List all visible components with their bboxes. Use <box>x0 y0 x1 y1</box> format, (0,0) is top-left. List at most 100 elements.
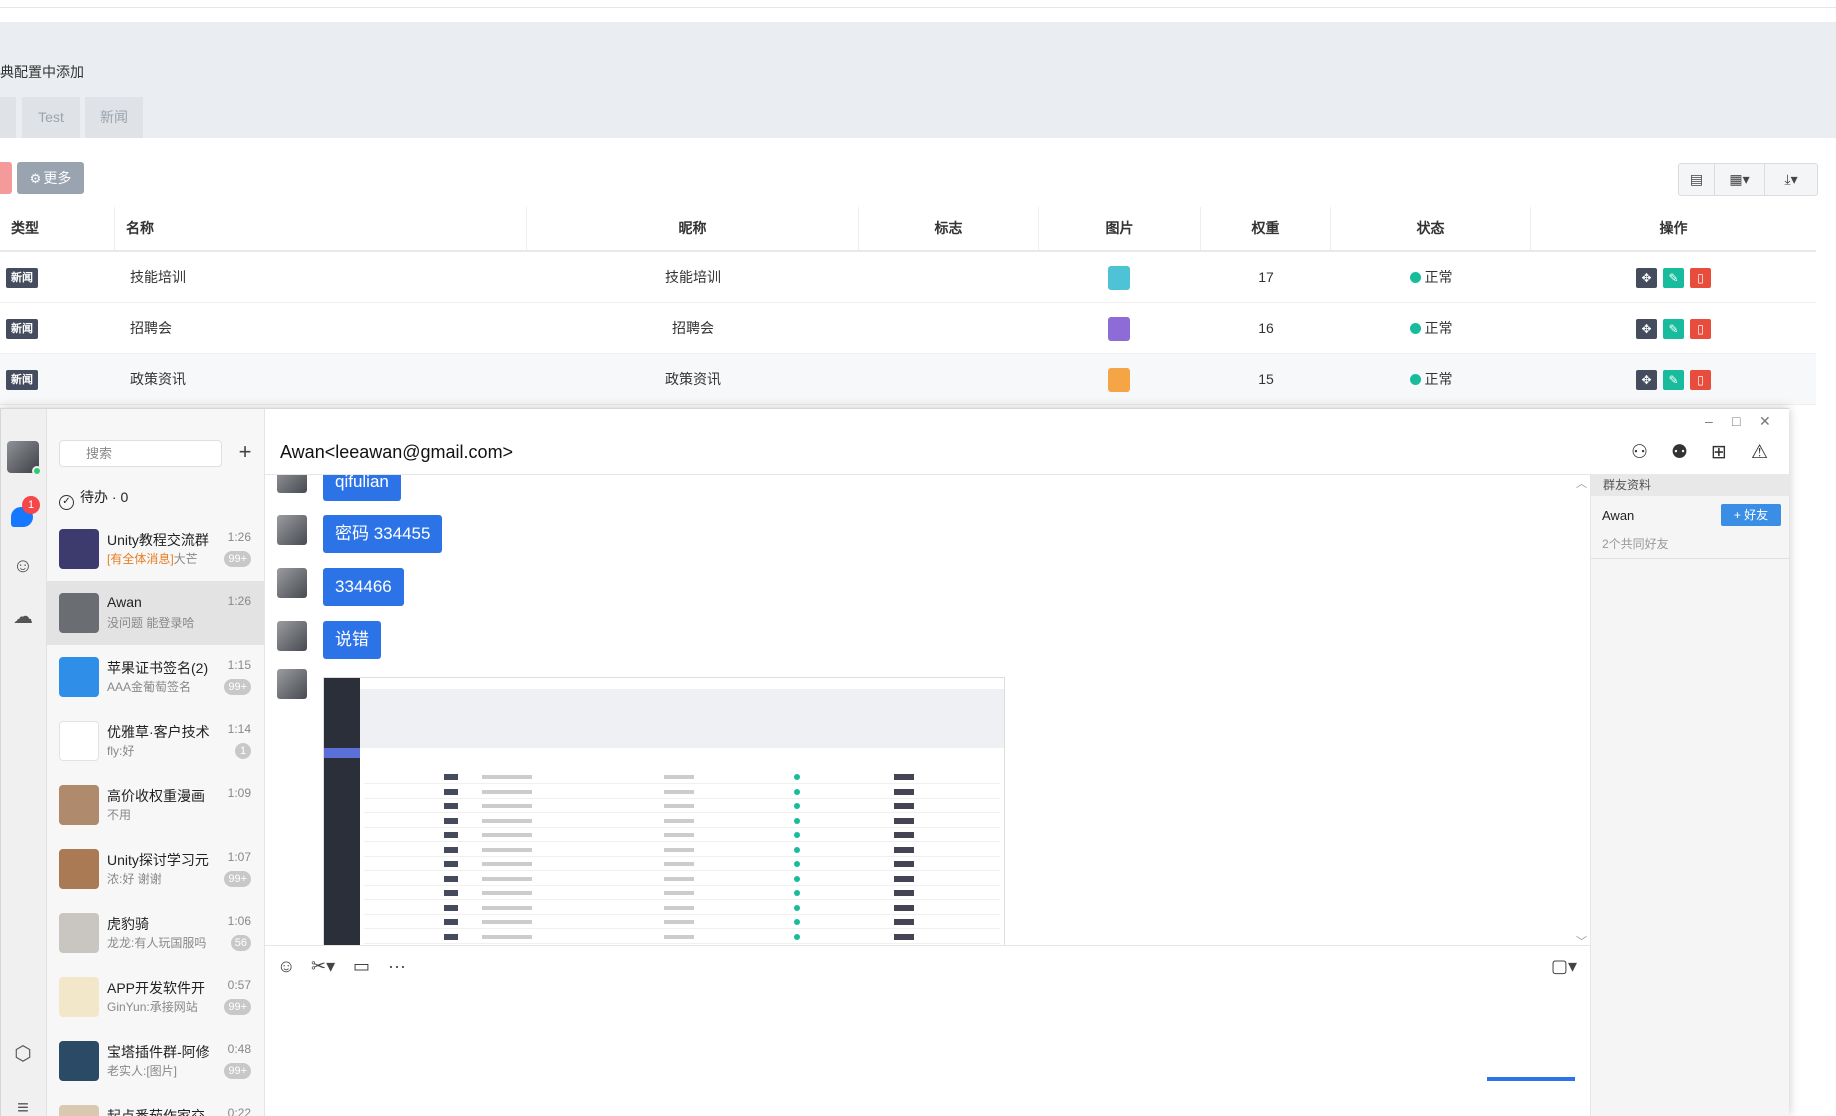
scroll-down-icon[interactable]: ﹀ <box>1576 936 1587 948</box>
image-icon[interactable]: ▭ <box>353 956 371 976</box>
more-button[interactable]: ⚙ 更多 <box>17 162 84 194</box>
conversation-preview: fly:好 <box>107 744 135 758</box>
cloud-icon[interactable]: ☁ <box>13 606 33 628</box>
message-bubble[interactable]: 334466 <box>323 568 404 606</box>
conversation-item[interactable]: 苹果证书签名(2) AAA金葡萄签名 1:15 99+ <box>47 645 264 709</box>
maximize-icon[interactable]: □ <box>1732 413 1741 429</box>
cell-name: 技能培训 <box>130 269 186 285</box>
member-panel: 群友资料 Awan + 好友 2个共同好友 <box>1590 474 1790 1116</box>
export-dropdown[interactable]: ⤓▾ <box>1784 171 1798 187</box>
tab-test[interactable]: Test <box>22 97 80 138</box>
table-header: 类型 名称 昵称 标志 图片 权重 状态 操作 <box>0 207 1816 252</box>
conversation-item[interactable]: 虎豹骑 龙龙:有人玩国服吗 1:06 56 <box>47 901 264 965</box>
check-icon: ✓ <box>59 495 74 510</box>
col-flag[interactable]: 标志 <box>859 207 1039 250</box>
conversation-item[interactable]: 高价收权重漫画 不用 1:09 <box>47 773 264 837</box>
edit-button[interactable]: ✎ <box>1663 268 1684 288</box>
tab-news[interactable]: 新闻 <box>85 97 143 138</box>
thumbnail-row <box>364 915 1000 929</box>
add-icon[interactable]: + <box>238 439 252 464</box>
close-icon[interactable]: ✕ <box>1759 413 1771 429</box>
delete-button[interactable] <box>0 162 12 194</box>
nav-rail: 1 ☺ ☁ ⬡ ≡ <box>1 409 47 1116</box>
move-button[interactable]: ✥ <box>1636 370 1657 390</box>
unread-count: 99+ <box>224 871 251 887</box>
cell-image[interactable] <box>1108 368 1130 392</box>
table-row[interactable]: 新闻 技能培训 技能培训 17 正常 ✥ ✎ ▯ <box>0 252 1816 303</box>
new-window-icon[interactable]: ⊞ <box>1711 442 1727 463</box>
conversation-item[interactable]: APP开发软件开 GinYun:承接网站 0:57 99+ <box>47 965 264 1029</box>
thumbnail-row <box>364 872 1000 886</box>
conversation-time: 0:22 <box>227 1106 251 1116</box>
add-member-icon[interactable]: ⚇ <box>1631 442 1649 463</box>
contacts-icon[interactable]: ☺ <box>12 555 34 577</box>
more-icon[interactable]: ··· <box>388 956 406 976</box>
conversation-name: Unity探讨学习元 <box>107 852 209 868</box>
todo-item[interactable]: ✓ 待办 · 0 <box>59 487 128 510</box>
send-button[interactable] <box>1487 1077 1575 1081</box>
cube-icon[interactable]: ⬡ <box>14 1043 32 1065</box>
columns-dropdown[interactable]: ▦▾ <box>1715 164 1765 195</box>
col-status[interactable]: 状态 <box>1331 207 1531 250</box>
col-nickname[interactable]: 昵称 <box>527 207 859 250</box>
panel-title: 群友资料 <box>1591 474 1790 496</box>
sender-avatar[interactable] <box>277 669 307 699</box>
search-input[interactable]: 搜索 <box>59 440 222 467</box>
status-badge: 正常 <box>1331 354 1531 405</box>
conversation-item[interactable]: Unity探讨学习元 浓:好 谢谢 1:07 99+ <box>47 837 264 901</box>
delete-row-button[interactable]: ▯ <box>1690 370 1711 390</box>
self-avatar[interactable] <box>7 441 42 476</box>
toggle-view-button[interactable]: ▤ <box>1679 164 1715 195</box>
message-bubble[interactable]: 密码 334455 <box>323 515 443 553</box>
gear-icon: ⚙ <box>29 171 42 186</box>
table-toolbar: ▤ ▦▾ ⤓▾ <box>1678 163 1818 196</box>
conversation-preview: 浓:好 谢谢 <box>107 872 162 886</box>
conversation-time: 1:15 <box>227 658 251 672</box>
conversation-item[interactable]: Unity教程交流群 [有全体消息]大芒 1:26 99+ <box>47 517 264 581</box>
cell-image[interactable] <box>1108 317 1130 341</box>
chat-history-icon[interactable]: ▢▾ <box>1551 956 1578 976</box>
conversation-name: 苹果证书签名(2) <box>107 660 209 676</box>
message-bubble[interactable]: 说错 <box>323 621 381 659</box>
minimize-icon[interactable]: – <box>1705 413 1713 429</box>
message-bubble[interactable]: qifulian <box>323 475 401 501</box>
report-icon[interactable]: ⚠ <box>1751 442 1769 463</box>
sender-avatar[interactable] <box>277 621 307 651</box>
profile-icon[interactable]: ⚉ <box>1671 442 1689 463</box>
conversation-item[interactable]: 优雅草·客户技术 fly:好 1:14 1 <box>47 709 264 773</box>
col-weight[interactable]: 权重 <box>1201 207 1331 250</box>
col-image[interactable]: 图片 <box>1039 207 1201 250</box>
move-button[interactable]: ✥ <box>1636 319 1657 339</box>
sender-avatar[interactable] <box>277 475 307 493</box>
delete-row-button[interactable]: ▯ <box>1690 268 1711 288</box>
col-type[interactable]: 类型 <box>0 207 115 250</box>
chat-title: Awan<leeawan@gmail.com> <box>280 442 514 462</box>
conversation-item[interactable]: 宝塔插件群-阿修 老实人:[图片] 0:48 99+ <box>47 1029 264 1093</box>
conversation-preview: 龙龙:有人玩国服吗 <box>107 936 207 950</box>
input-area[interactable]: ☺ ✂▾ ▭ ··· ▢▾ <box>265 945 1590 1116</box>
menu-icon[interactable]: ≡ <box>17 1097 29 1116</box>
tab-partial[interactable] <box>0 97 16 138</box>
thumbnail-row <box>364 770 1000 784</box>
screenshot-image[interactable] <box>323 677 1005 945</box>
table-row[interactable]: 新闻 政策资讯 政策资讯 15 正常 ✥ ✎ ▯ <box>0 354 1816 405</box>
avatar <box>59 785 99 825</box>
cell-image[interactable] <box>1108 266 1130 290</box>
col-name[interactable]: 名称 <box>115 207 527 250</box>
edit-button[interactable]: ✎ <box>1663 370 1684 390</box>
thumbnail-row <box>364 799 1000 813</box>
scroll-up-icon[interactable]: ︿ <box>1576 478 1587 490</box>
emoji-icon[interactable]: ☺ <box>277 956 296 976</box>
table-row[interactable]: 新闻 招聘会 招聘会 16 正常 ✥ ✎ ▯ <box>0 303 1816 354</box>
conversation-item[interactable]: Awan 没问题 能登录哈 1:26 <box>47 581 264 645</box>
sender-avatar[interactable] <box>277 568 307 598</box>
add-friend-button[interactable]: + 好友 <box>1721 504 1781 526</box>
sender-avatar[interactable] <box>277 515 307 545</box>
edit-button[interactable]: ✎ <box>1663 319 1684 339</box>
delete-row-button[interactable]: ▯ <box>1690 319 1711 339</box>
cell-weight: 16 <box>1258 320 1274 336</box>
conversation-item[interactable]: 起点番茄作家交 0:22 <box>47 1093 264 1116</box>
scissors-icon[interactable]: ✂▾ <box>311 956 336 976</box>
message-area[interactable]: qifulian 密码 334455 334466 说错 <box>265 474 1590 945</box>
move-button[interactable]: ✥ <box>1636 268 1657 288</box>
